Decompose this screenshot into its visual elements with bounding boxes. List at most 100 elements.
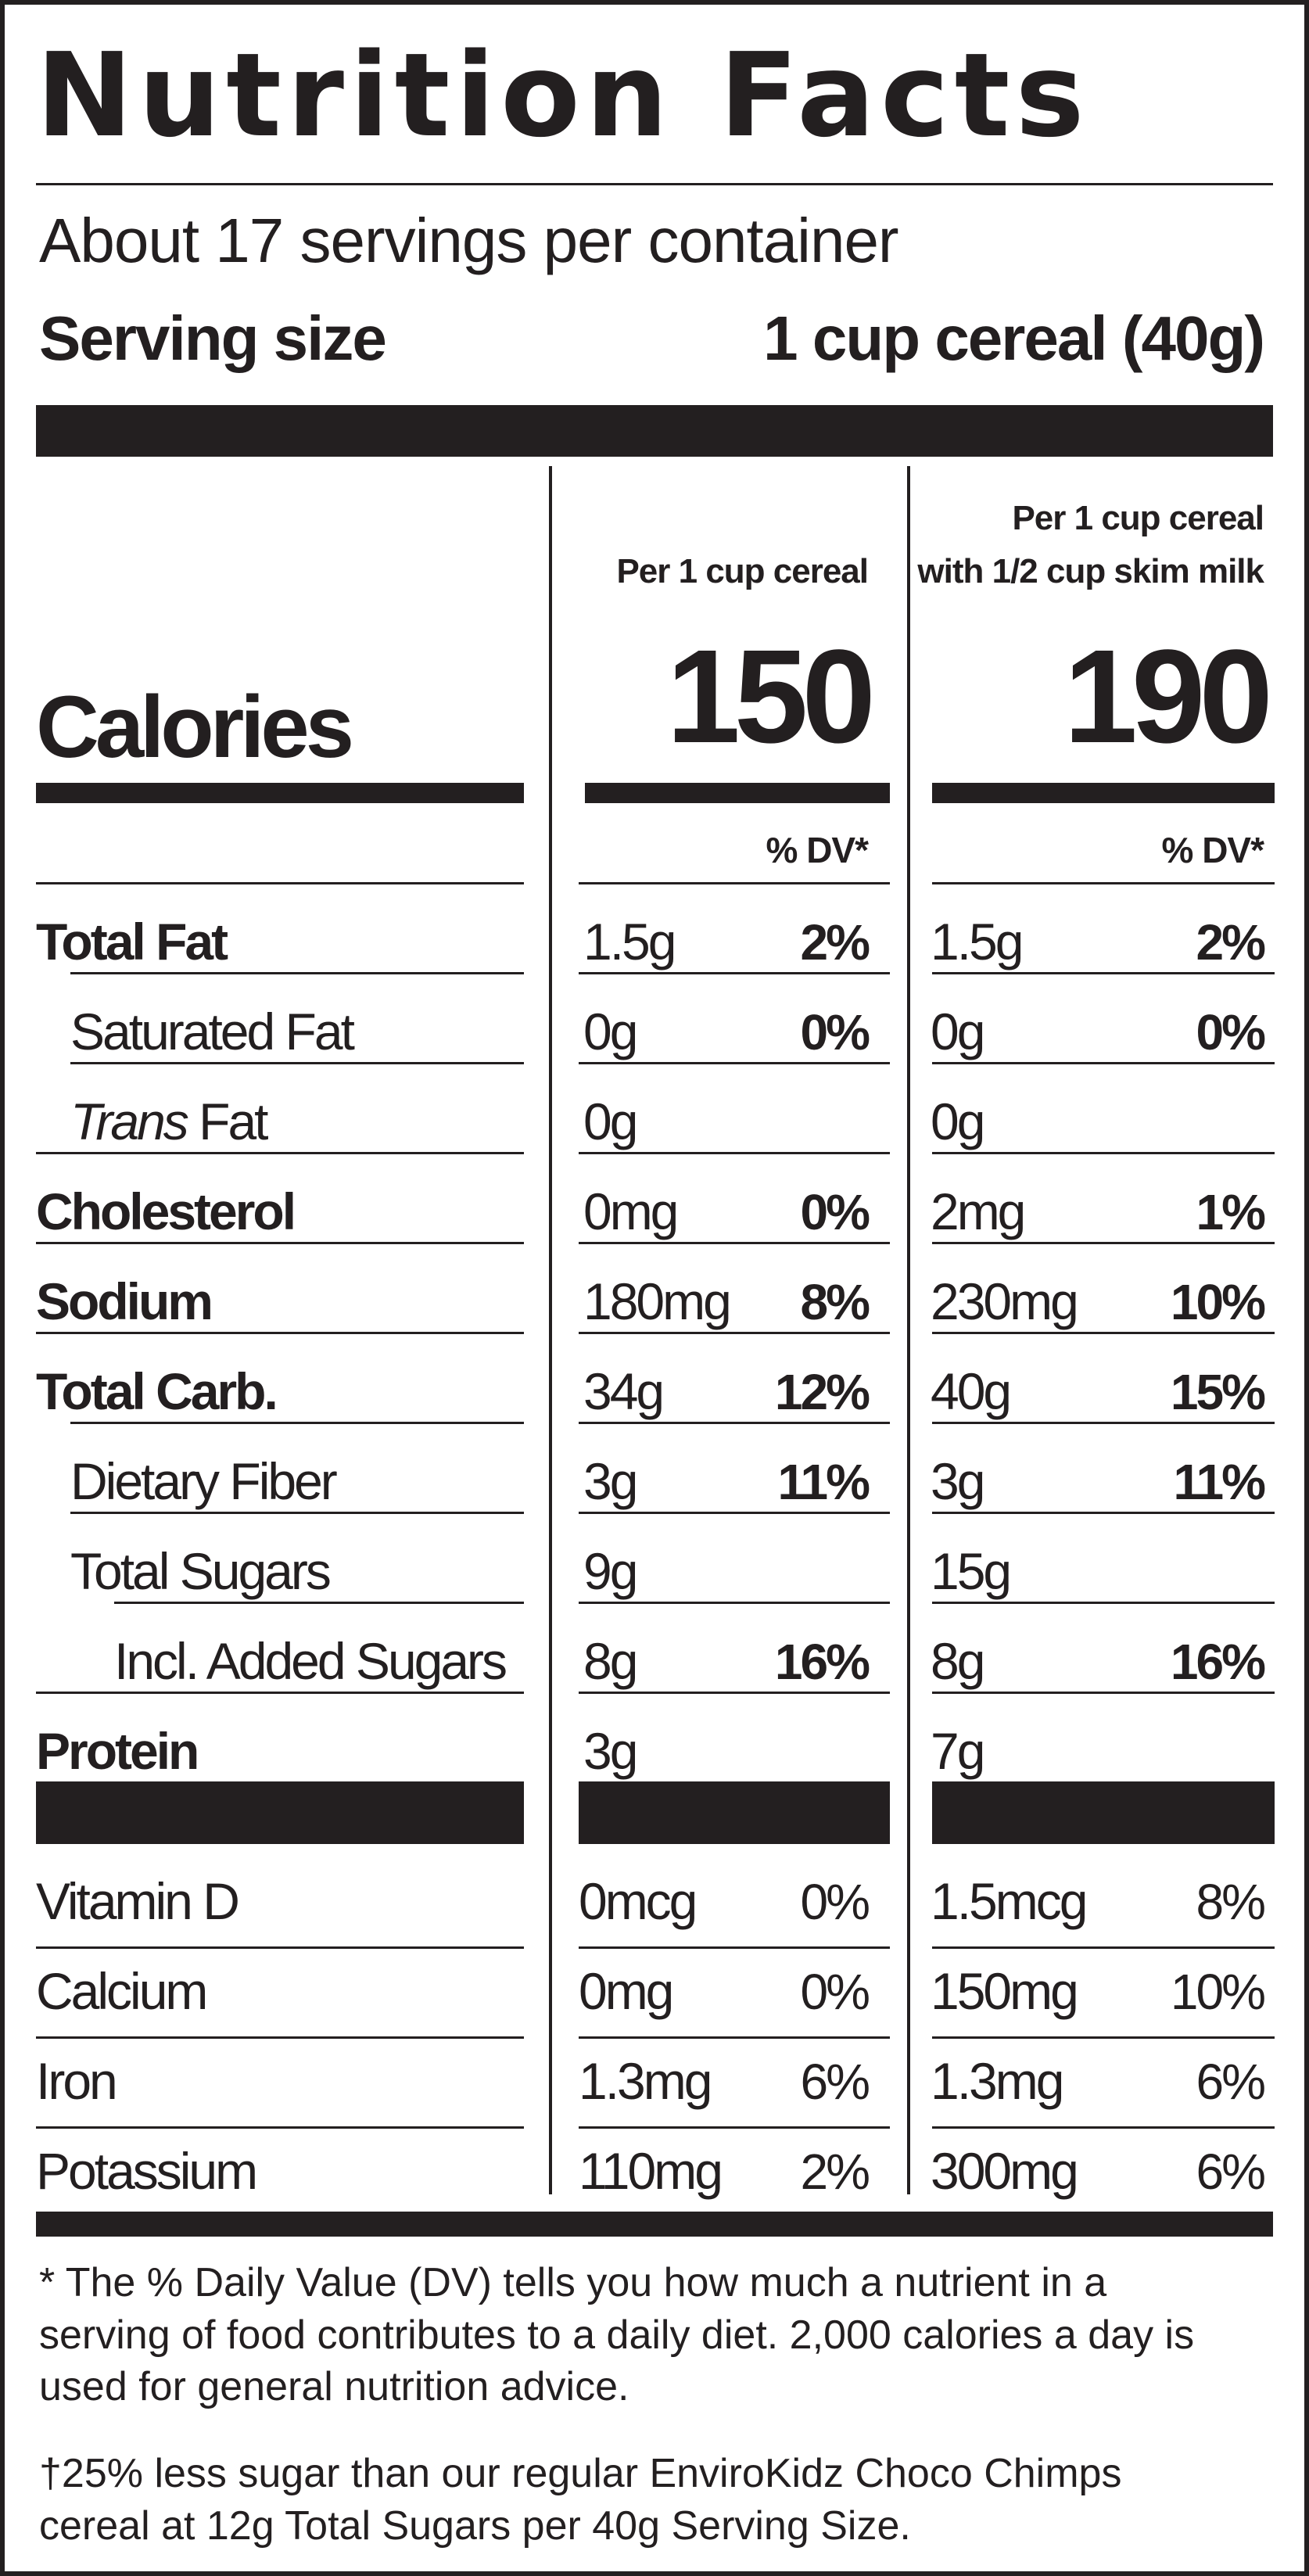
amount-col1: 0g: [583, 1092, 638, 1150]
calories-bar-col2: [932, 783, 1275, 803]
micro-dv-col1: 0%: [800, 1964, 870, 2020]
row-rule-name: [36, 1332, 524, 1334]
micro-rule-col2: [932, 1946, 1275, 1949]
row-rule-col2: [932, 1062, 1275, 1064]
row-rule-col1: [579, 1602, 890, 1604]
micro-amount-col1: 0mcg: [579, 1872, 698, 1930]
row-rule-col1: [579, 1332, 890, 1334]
amount-col2: 40g: [931, 1362, 1012, 1420]
servings-per-container: About 17 servings per container: [39, 206, 899, 275]
col2-header-line2: with 1/2 cup skim milk: [917, 552, 1264, 590]
row-rule-name: [114, 1602, 524, 1604]
amount-col1: 1.5g: [583, 913, 676, 970]
micro-amount-col2: 1.5mcg: [931, 1872, 1088, 1930]
nutrient-name: Dietary Fiber: [70, 1452, 338, 1510]
serving-size-label: Serving size: [39, 303, 387, 373]
row-rule-col1: [579, 972, 890, 974]
amount-col1: 0mg: [583, 1182, 679, 1240]
row-rule-col1: [579, 882, 890, 884]
nutrient-name-italic: Trans: [70, 1092, 189, 1150]
amount-col1: 3g: [583, 1722, 638, 1780]
row-rule-col2: [932, 1422, 1275, 1424]
dv-header-col1: % DV*: [766, 830, 869, 870]
amount-col1: 3g: [583, 1452, 638, 1510]
amount-col2: 230mg: [931, 1272, 1079, 1330]
amount-col2: 1.5g: [931, 913, 1024, 970]
dv-col1: 12%: [774, 1364, 870, 1420]
micro-rule-col1: [579, 2036, 890, 2039]
micro-dv-col2: 10%: [1170, 1964, 1266, 2020]
micro-rule-col1: [579, 2126, 890, 2129]
dv-header-col2: % DV*: [1161, 830, 1264, 870]
micro-dv-col2: 6%: [1196, 2054, 1266, 2110]
nutrient-name: Incl. Added Sugars: [114, 1632, 507, 1690]
micro-rule-col1: [579, 1946, 890, 1949]
row-rule-col1: [579, 1062, 890, 1064]
title-rule: [36, 183, 1273, 185]
dv-col2: 11%: [1173, 1454, 1266, 1510]
micro-name: Iron: [36, 2052, 118, 2110]
micro-dv-col1: 0%: [800, 1874, 870, 1930]
serving-size-value: 1 cup cereal (40g): [763, 303, 1265, 373]
row-rule-col2: [932, 1602, 1275, 1604]
amount-col2: 0g: [931, 1003, 985, 1060]
amount-col2: 2mg: [931, 1182, 1026, 1240]
row-rule-col2: [932, 1242, 1275, 1244]
dv-col2: 1%: [1196, 1184, 1266, 1240]
amount-col1: 9g: [583, 1542, 638, 1600]
amount-col1: 8g: [583, 1632, 638, 1690]
dv-col1: 16%: [774, 1634, 870, 1690]
row-rule-name: [36, 1152, 524, 1154]
dv-col1: 0%: [800, 1184, 870, 1240]
row-rule-col2: [932, 1152, 1275, 1154]
sugar-footnote: †25% less sugar than our regular EnviroK…: [39, 2451, 1122, 2549]
micro-amount-col1: 1.3mg: [579, 2052, 712, 2110]
dv-footnote: * The % Daily Value (DV) tells you how m…: [39, 2260, 1195, 2410]
nutrient-name: Trans Fat: [70, 1096, 269, 1147]
row-rule-name: [36, 1242, 524, 1244]
column-divider-2: [907, 466, 910, 2194]
micro-name: Calcium: [36, 1962, 208, 2020]
dv-col1: 11%: [777, 1454, 870, 1510]
dv-col2: 15%: [1170, 1364, 1266, 1420]
micro-amount-col2: 300mg: [931, 2142, 1079, 2200]
micro-dv-col1: 2%: [800, 2144, 870, 2200]
micro-dv-col2: 8%: [1196, 1874, 1266, 1930]
row-rule-col1: [579, 1692, 890, 1694]
micro-amount-col1: 110mg: [579, 2142, 723, 2200]
amount-col2: 3g: [931, 1452, 985, 1510]
row-rule-col2: [932, 972, 1275, 974]
row-rule-col1: [579, 1422, 890, 1424]
amount-col1: 180mg: [583, 1272, 732, 1330]
col2-header-line1: Per 1 cup cereal: [1012, 499, 1264, 537]
micro-rule-name: [36, 2036, 524, 2039]
amount-col1: 34g: [583, 1362, 665, 1420]
micro-rule-name: [36, 2126, 524, 2129]
row-rule-name: [70, 1422, 524, 1424]
row-rule-name: [36, 1692, 524, 1694]
label-title: Nutrition Facts: [36, 28, 1090, 163]
nutrient-name: Total Carb.: [36, 1362, 278, 1420]
micro-rule-col2: [932, 2126, 1275, 2129]
nutrient-name: Total Fat: [36, 913, 228, 970]
amount-col1: 0g: [583, 1003, 638, 1060]
calories-bar-name: [36, 783, 524, 803]
col1-header: Per 1 cup cereal: [616, 552, 869, 590]
micro-dv-col1: 6%: [800, 2054, 870, 2110]
micro-rule-name: [36, 1946, 524, 1949]
dv-col1: 0%: [800, 1004, 870, 1060]
row-rule-name: [70, 972, 524, 974]
micro-amount-col2: 150mg: [931, 1962, 1079, 2020]
dv-col2: 2%: [1196, 914, 1266, 970]
row-rule-col2: [932, 1692, 1275, 1694]
thick-bar-col1: [579, 1781, 890, 1844]
column-divider-1: [549, 466, 552, 2194]
micro-amount-col1: 0mg: [579, 1962, 674, 2020]
dv-col2: 10%: [1170, 1274, 1266, 1330]
row-rule-name: [36, 882, 524, 884]
amount-col2: 0g: [931, 1092, 985, 1150]
row-rule-col1: [579, 1152, 890, 1154]
row-rule-col1: [579, 1242, 890, 1244]
row-rule-name: [70, 1062, 524, 1064]
